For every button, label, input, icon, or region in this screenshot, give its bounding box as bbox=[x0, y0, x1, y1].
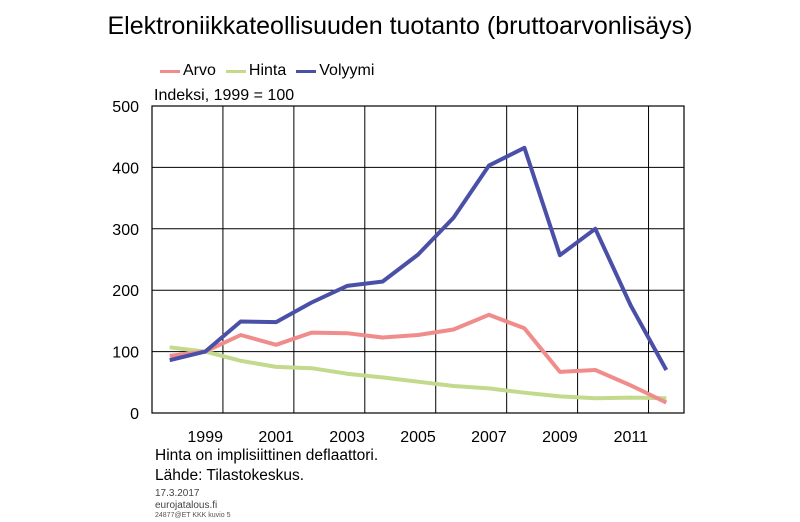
legend: Arvo Hinta Volyymi bbox=[160, 60, 384, 82]
x-tick-label-2001: 2001 bbox=[258, 429, 294, 446]
legend-swatch-volyymi bbox=[296, 69, 317, 73]
x-tick-label-2005: 2005 bbox=[400, 429, 436, 446]
y-tick-label-0: 0 bbox=[130, 406, 139, 423]
x-tick-label-2003: 2003 bbox=[329, 429, 365, 446]
legend-label-arvo: Arvo bbox=[183, 62, 216, 79]
y-tick-label-300: 300 bbox=[112, 222, 139, 239]
y-tick-label-100: 100 bbox=[112, 345, 139, 362]
x-tick-label-1999: 1999 bbox=[187, 429, 223, 446]
series-line-volyymi bbox=[169, 145, 669, 371]
x-tick-label-2011: 2011 bbox=[614, 429, 649, 446]
legend-item-hinta: Hinta bbox=[225, 62, 287, 80]
legend-item-volyymi: Volyymi bbox=[296, 62, 374, 80]
note-deflator: Hinta on implisiittinen deflaattori. bbox=[155, 447, 379, 464]
legend-label-volyymi: Volyymi bbox=[319, 62, 375, 79]
plot-frame bbox=[151, 105, 685, 414]
y-tick-label-200: 200 bbox=[112, 283, 139, 300]
legend-swatch-arvo bbox=[160, 69, 180, 73]
footer-figure-code: 24877@ET KKK kuvio 5 bbox=[155, 512, 231, 519]
footer-site: eurojatalous.fi bbox=[155, 500, 218, 511]
y-axis-unit-label: Indeksi, 1999 = 100 bbox=[154, 87, 295, 104]
legend-swatch-hinta bbox=[225, 69, 246, 73]
x-tick-label-2007: 2007 bbox=[471, 429, 507, 446]
chart-title: Elektroniikkateollisuuden tuotanto (brut… bbox=[107, 12, 693, 40]
footer-date: 17.3.2017 bbox=[155, 488, 200, 499]
series-line-arvo bbox=[169, 312, 668, 405]
legend-item-arvo: Arvo bbox=[160, 62, 216, 80]
x-tick-label-2009: 2009 bbox=[542, 429, 578, 446]
series-line-hinta bbox=[169, 345, 667, 401]
y-tick-label-400: 400 bbox=[112, 160, 139, 177]
legend-label-hinta: Hinta bbox=[248, 62, 287, 79]
note-source: Lähde: Tilastokeskus. bbox=[155, 467, 305, 484]
y-tick-label-500: 500 bbox=[112, 99, 139, 116]
chart-notes: Hinta on implisiittinen deflaattori. Läh… bbox=[155, 446, 378, 486]
